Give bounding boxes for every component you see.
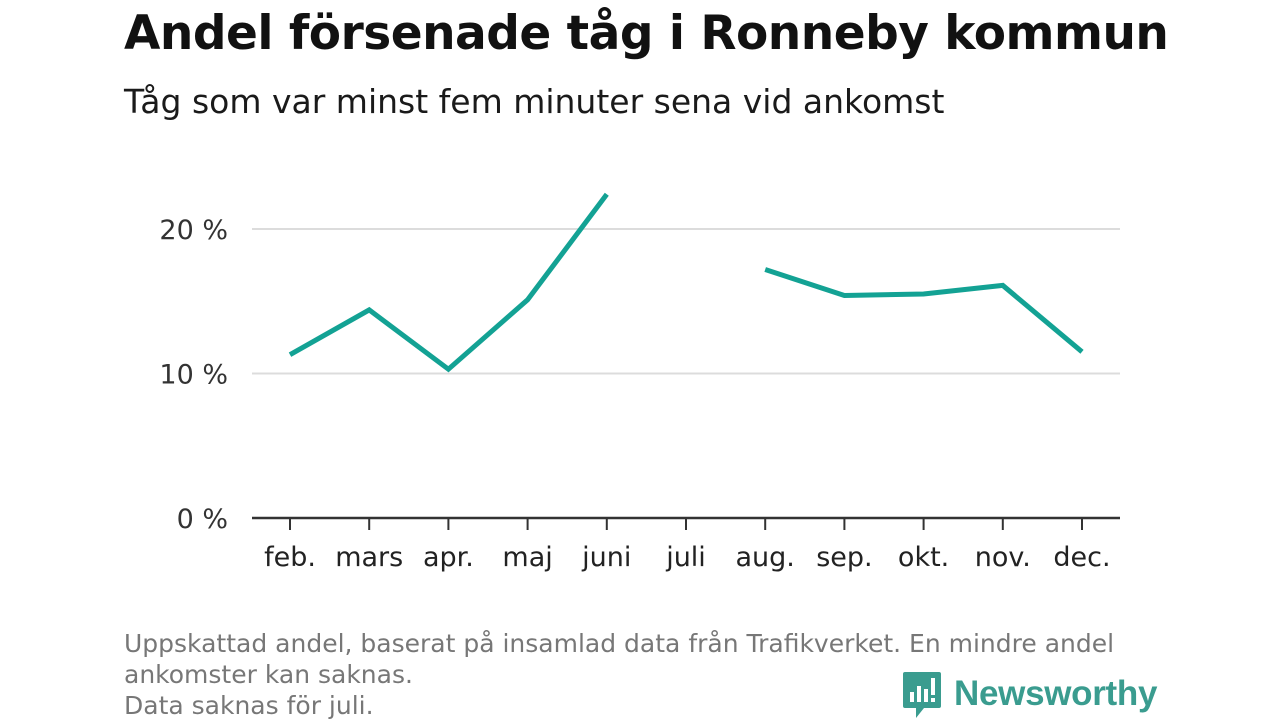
series-lines — [290, 194, 1082, 369]
x-tick-label: mars — [335, 542, 403, 573]
x-tick-label: sep. — [816, 542, 872, 573]
footnote-line-1: Uppskattad andel, baserat på insamlad da… — [124, 628, 1164, 659]
x-tick-label: okt. — [898, 542, 949, 573]
x-tick-label: juli — [665, 542, 706, 573]
x-tick-label: dec. — [1053, 542, 1110, 573]
brand-logo: Newsworthy — [902, 668, 1157, 720]
y-tick-label: 10 % — [159, 360, 228, 391]
y-axis-ticks: 0 % 10 % 20 % — [159, 215, 228, 535]
series-line — [765, 270, 1082, 352]
series-line — [290, 194, 607, 369]
brand-name: Newsworthy — [954, 674, 1157, 714]
x-tick-label: juni — [581, 542, 631, 573]
x-tick-label: aug. — [736, 542, 795, 573]
x-tick-label: feb. — [264, 542, 316, 573]
x-tick-label: maj — [502, 542, 552, 573]
x-tick-label: apr. — [423, 542, 474, 573]
x-tick-label: nov. — [975, 542, 1031, 573]
gridlines — [252, 229, 1120, 374]
y-tick-label: 0 % — [177, 504, 228, 535]
newsworthy-logo-icon — [902, 668, 942, 720]
y-tick-label: 20 % — [159, 215, 228, 246]
